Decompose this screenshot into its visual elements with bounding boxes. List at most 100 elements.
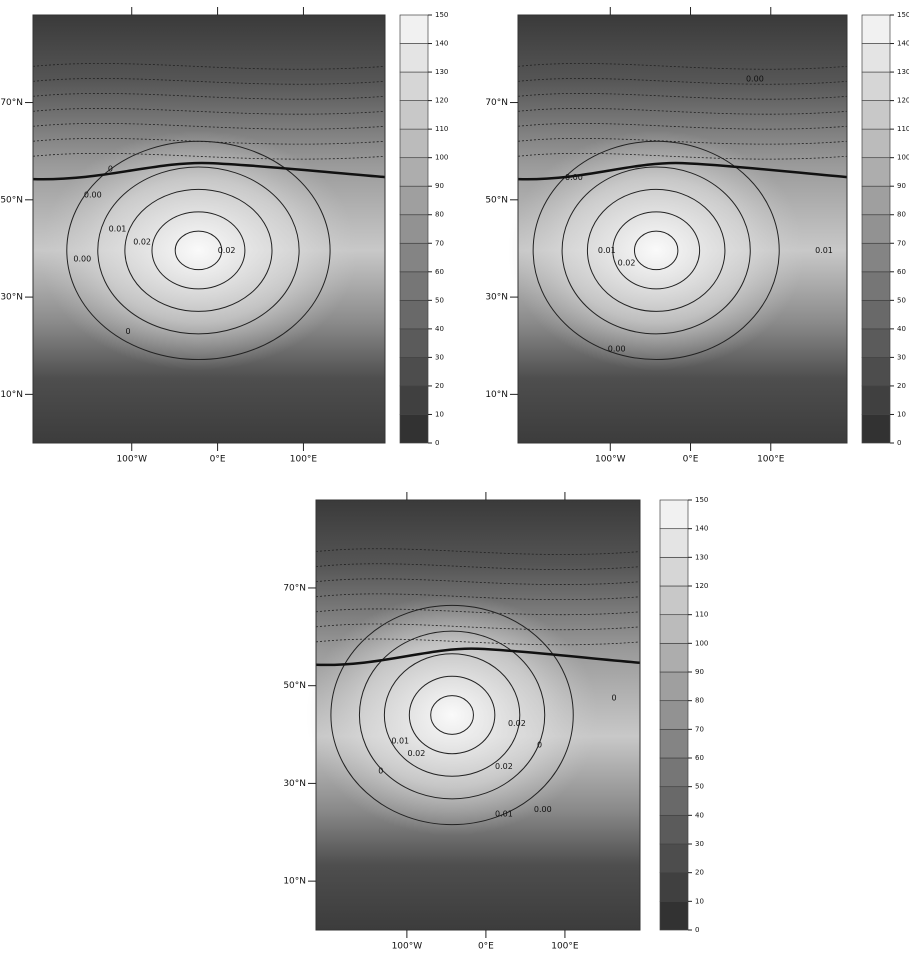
colorbar-box — [861, 242, 891, 273]
colorbar-label: 0 — [897, 439, 901, 447]
contour-line-dashed — [32, 122, 386, 130]
colorbar-box — [861, 128, 891, 159]
contour-label: 0.01 — [495, 809, 513, 818]
x-tick-label: 100°E — [757, 455, 785, 465]
contour-line — [586, 188, 726, 312]
colorbar-box — [659, 786, 689, 816]
contour-line — [174, 230, 223, 271]
x-tick-label: 100°E — [551, 942, 579, 952]
contour-line — [383, 653, 521, 777]
y-tick-label: 50°N — [283, 681, 306, 691]
colorbar-label: 0 — [695, 926, 699, 934]
x-tick-label: 100°W — [595, 455, 626, 465]
colorbar-box — [659, 900, 689, 931]
colorbar-box — [861, 271, 891, 301]
colorbar-box — [659, 843, 689, 874]
colorbar-box — [399, 328, 429, 358]
contour-line — [358, 630, 546, 800]
colorbar-label: 150 — [435, 11, 448, 19]
colorbar-box — [659, 614, 689, 644]
y-tick-label: 30°N — [0, 293, 23, 303]
colorbar-label: 20 — [897, 382, 906, 390]
colorbar-box — [861, 71, 891, 101]
colorbar-label: 110 — [695, 611, 708, 619]
colorbar-label: 90 — [897, 182, 906, 190]
colorbar-label: 30 — [897, 353, 906, 361]
contour-label: 0 — [108, 165, 113, 174]
colorbar-box — [861, 14, 891, 44]
colorbar-label: 140 — [695, 525, 708, 533]
colorbar-box — [399, 271, 429, 301]
colorbar-label: 60 — [897, 268, 906, 276]
y-tick-label: 50°N — [0, 195, 23, 205]
colorbar-label: 50 — [695, 783, 704, 791]
colorbar-label: 80 — [897, 211, 906, 219]
colorbar-label: 60 — [435, 268, 444, 276]
colorbar-box — [399, 357, 429, 387]
colorbar-label: 50 — [897, 296, 906, 304]
colorbar-box — [861, 357, 891, 387]
contour-line — [561, 166, 751, 335]
contour-line-dashed — [517, 137, 848, 145]
contour-line — [430, 695, 474, 735]
y-tick-label: 10°N — [485, 390, 508, 400]
colorbar-label: 110 — [897, 125, 909, 133]
colorbar-box — [659, 700, 689, 730]
colorbar-label: 40 — [897, 325, 906, 333]
field-maximum — [306, 594, 598, 836]
colorbar-label: 80 — [695, 697, 704, 705]
contour-label: 0.02 — [495, 762, 513, 771]
contour-label: 0.02 — [133, 237, 151, 246]
colorbar-box — [861, 328, 891, 358]
colorbar-box — [861, 214, 891, 244]
contour-label: 0.01 — [109, 225, 127, 234]
colorbar-box — [399, 100, 429, 130]
contour-label: 0 — [612, 693, 617, 702]
contour-line — [633, 230, 679, 271]
contour-label: 0.02 — [408, 749, 426, 758]
colorbar-label: 10 — [897, 410, 906, 418]
colorbar-label: 140 — [897, 40, 909, 48]
contour-label: 0.00 — [84, 190, 102, 199]
colorbar-label: 120 — [897, 97, 909, 105]
colorbar-label: 30 — [695, 840, 704, 848]
colorbar-label: 120 — [435, 97, 448, 105]
contour-label: 0.02 — [218, 246, 236, 255]
colorbar-box — [861, 414, 891, 444]
colorbar-box — [399, 128, 429, 159]
colorbar-label: 100 — [435, 154, 448, 162]
colorbar-box — [399, 385, 429, 415]
contour-line-dashed — [32, 63, 386, 70]
contour-line — [330, 604, 574, 826]
contour-line-dashed — [32, 78, 386, 85]
colorbar-box — [861, 299, 891, 330]
colorbar-label: 130 — [897, 68, 909, 76]
colorbar-label: 70 — [695, 725, 704, 733]
plot-frame — [32, 14, 386, 444]
colorbar-label: 80 — [435, 211, 444, 219]
colorbar-label: 110 — [435, 125, 448, 133]
contour-label: 0 — [537, 741, 542, 750]
contour-label: 0 — [125, 327, 130, 336]
y-tick-label: 30°N — [485, 293, 508, 303]
colorbar-label: 150 — [695, 496, 708, 504]
colorbar-label: 70 — [435, 239, 444, 247]
contour-line — [532, 140, 780, 361]
contour-label: 0.00 — [608, 344, 626, 353]
contour-label: 0.01 — [391, 736, 409, 745]
contour-line-dashed — [32, 108, 386, 115]
contour-label: 0.00 — [73, 254, 91, 263]
contour-line-dashed — [517, 152, 848, 160]
colorbar-label: 60 — [695, 754, 704, 762]
colorbar-label: 0 — [435, 439, 439, 447]
colorbar-label: 100 — [897, 154, 909, 162]
contour-label: 0.00 — [746, 75, 764, 84]
contour-line-dashed — [517, 78, 848, 85]
colorbar-box — [399, 43, 429, 73]
plot-frame — [315, 499, 641, 931]
contour-label: 0.02 — [508, 719, 526, 728]
colorbar-box — [659, 585, 689, 616]
y-tick-label: 10°N — [0, 390, 23, 400]
y-tick-label: 10°N — [283, 877, 306, 887]
